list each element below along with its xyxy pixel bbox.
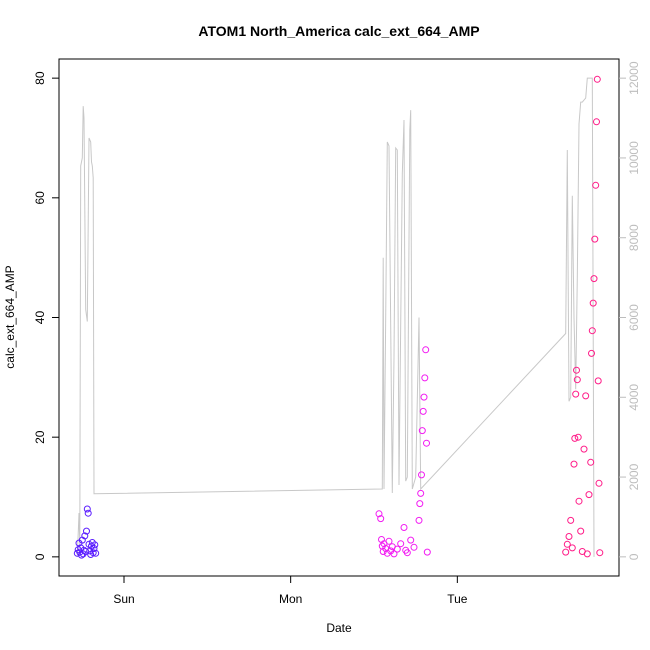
data-point — [410, 543, 418, 551]
data-point — [589, 299, 597, 307]
data-point — [582, 392, 590, 400]
data-point — [390, 550, 398, 558]
data-point — [400, 524, 408, 531]
data-point — [397, 540, 405, 548]
data-point — [83, 505, 91, 513]
data-point — [91, 541, 99, 549]
data-point — [422, 346, 430, 354]
y-tick-label: 40 — [33, 311, 47, 325]
data-point — [575, 497, 583, 505]
data-point — [588, 327, 596, 335]
data-point — [583, 550, 591, 558]
data-point — [568, 544, 576, 552]
y2-tick-label: 6000 — [627, 304, 641, 331]
data-point — [585, 491, 593, 499]
series-line — [76, 77, 595, 557]
data-point — [393, 545, 401, 553]
data-point — [571, 434, 579, 442]
data-point — [591, 235, 599, 243]
data-point — [563, 540, 571, 548]
x-tick-label: Tue — [447, 592, 468, 606]
y2-tick-label: 0 — [627, 553, 641, 560]
data-point — [423, 548, 431, 556]
data-point — [573, 366, 580, 374]
data-point — [580, 445, 588, 453]
y2-tick-label: 4000 — [627, 384, 641, 411]
data-point — [573, 376, 581, 384]
x-tick-label: Sun — [113, 592, 134, 606]
data-point — [377, 515, 385, 523]
data-point — [90, 545, 98, 552]
data-point — [420, 393, 428, 401]
y-axis: 0 20 40 60 80 — [33, 71, 59, 560]
data-point — [417, 489, 425, 497]
data-point — [594, 377, 602, 385]
data-point — [81, 532, 89, 540]
y-tick-label: 60 — [33, 191, 47, 205]
data-point — [595, 479, 603, 487]
data-point — [596, 549, 604, 557]
data-point — [570, 460, 578, 468]
y-axis-label: calc_ext_664_AMP — [3, 265, 17, 368]
data-point — [418, 471, 425, 479]
data-point — [82, 548, 90, 555]
data-point — [92, 549, 100, 557]
data-point — [375, 510, 383, 518]
data-point — [590, 275, 598, 283]
data-point — [415, 516, 423, 524]
plot-frame — [58, 58, 620, 577]
data-point — [416, 500, 424, 508]
data-point — [577, 527, 585, 535]
data-point — [588, 349, 595, 357]
data-point — [562, 548, 570, 556]
data-point — [421, 374, 429, 382]
y2-tick-label: 2000 — [627, 463, 641, 490]
data-point — [593, 75, 601, 83]
data-point — [83, 527, 90, 535]
data-point — [567, 516, 575, 524]
data-point — [403, 549, 411, 557]
plot-border — [58, 58, 620, 577]
data-point — [587, 458, 595, 466]
y-tick-label: 80 — [33, 71, 47, 85]
y2-tick-label: 8000 — [627, 224, 641, 251]
data-point — [418, 427, 426, 435]
y-tick-label: 0 — [33, 553, 47, 560]
data-point — [593, 118, 600, 126]
x-axis: Sun Mon Tue — [113, 576, 468, 606]
data-point — [84, 509, 92, 517]
data-point — [592, 181, 600, 189]
data-point — [572, 390, 580, 398]
data-point — [419, 407, 427, 415]
y2-tick-label: 12000 — [627, 61, 641, 95]
data-point — [574, 433, 582, 441]
y-tick-label: 20 — [33, 430, 47, 444]
x-tick-label: Mon — [279, 592, 302, 606]
line-layer — [76, 77, 595, 557]
data-point — [565, 533, 573, 540]
x-axis-label: Date — [326, 621, 352, 635]
data-point — [423, 439, 430, 447]
chart-title: ATOM1 North_America calc_ext_664_AMP — [198, 23, 479, 39]
data-point — [407, 536, 415, 544]
data-point — [385, 537, 393, 545]
y2-axis: 0 2000 4000 6000 8000 10000 12000 — [619, 61, 641, 560]
y2-tick-label: 10000 — [627, 141, 641, 175]
points-layer — [73, 75, 604, 559]
